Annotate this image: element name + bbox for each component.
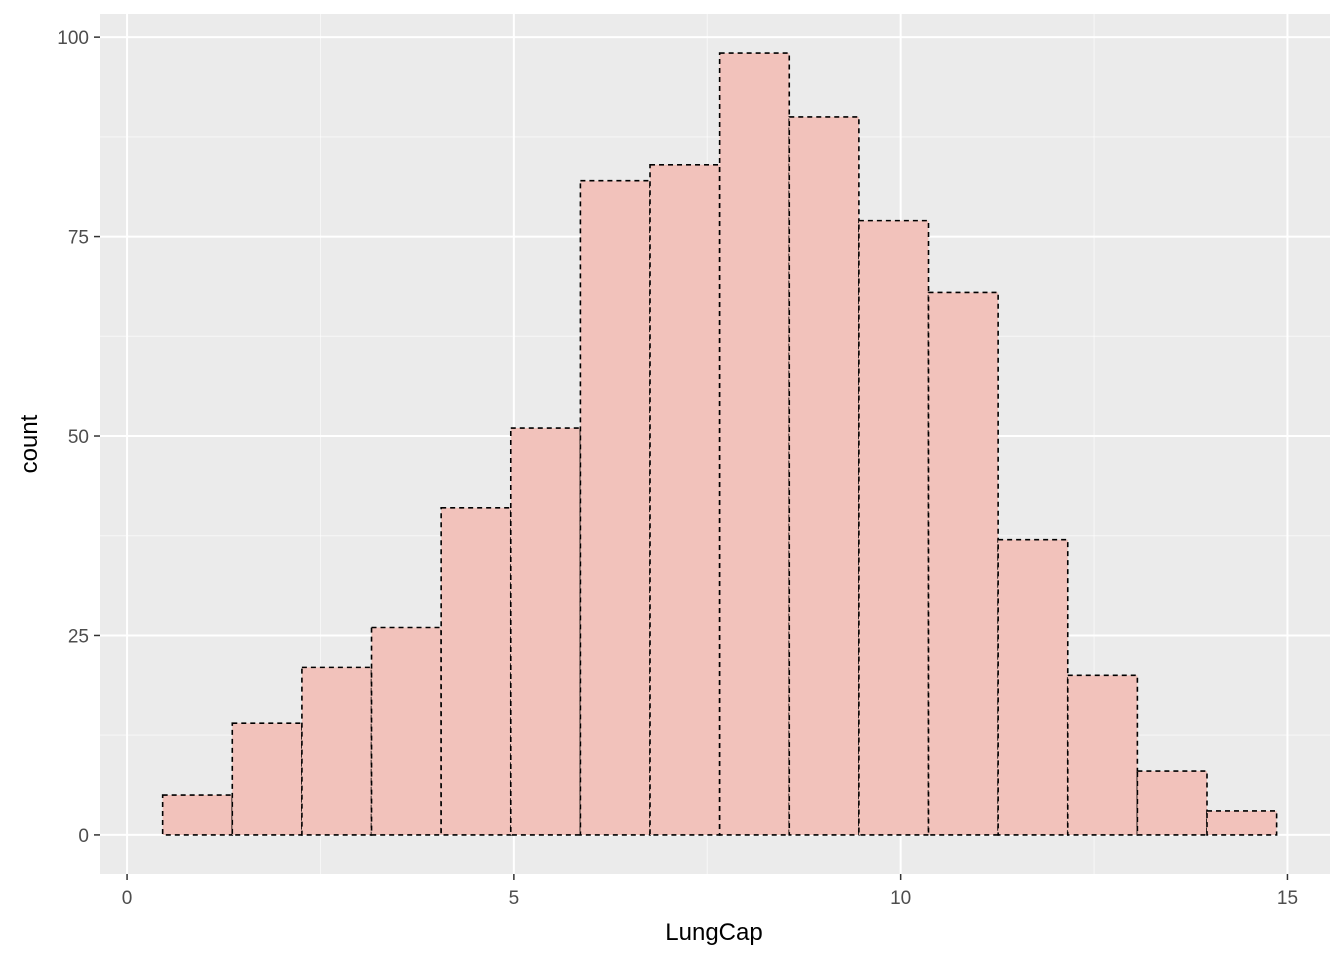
y-tick-label: 100: [57, 28, 89, 49]
bars: [161, 52, 1278, 836]
x-tick-label: 5: [509, 888, 520, 909]
histogram-bar: [858, 219, 930, 836]
histogram-bar: [927, 291, 999, 836]
x-tick-label: 10: [890, 888, 911, 909]
x-axis: 0 5 10 15: [122, 874, 1298, 909]
histogram-bar: [231, 722, 303, 836]
x-axis-title: LungCap: [665, 919, 762, 946]
histogram-bar: [1066, 674, 1139, 836]
histogram-bar: [1136, 770, 1208, 836]
histogram-bar: [440, 507, 512, 836]
histogram-bar: [161, 794, 234, 836]
histogram-bar: [301, 666, 373, 836]
histogram-bar: [997, 538, 1069, 836]
x-tick-label: 15: [1277, 888, 1298, 909]
histogram-bar: [1206, 810, 1278, 836]
y-axis-title: count: [16, 414, 43, 473]
histogram-bar: [509, 427, 582, 836]
y-tick-label: 50: [68, 427, 89, 448]
x-tick-label: 0: [122, 888, 133, 909]
histogram-bar: [788, 116, 860, 836]
histogram-bar: [649, 163, 721, 836]
y-tick-label: 75: [68, 228, 89, 249]
y-tick-label: 0: [78, 826, 89, 847]
histogram-bar: [718, 52, 791, 836]
y-tick-label: 25: [68, 626, 89, 647]
histogram-bar: [370, 626, 442, 836]
histogram-bar: [579, 179, 651, 836]
y-axis: 0 25 50 75 100: [57, 28, 100, 847]
